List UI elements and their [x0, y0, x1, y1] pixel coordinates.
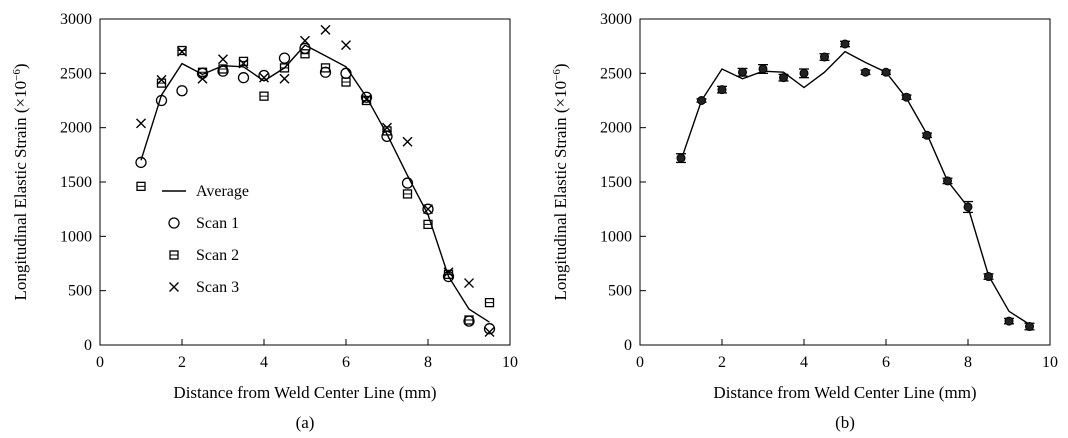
data-point-scan-1: [258, 69, 270, 82]
x-tick-label: 10: [1042, 354, 1058, 371]
y-tick-label: 2500: [600, 65, 632, 82]
x-tick-label: 2: [178, 354, 186, 371]
data-point-mean: [738, 67, 747, 77]
data-point-mean: [676, 153, 686, 163]
data-point-scan-3: [341, 40, 351, 51]
data-point-mean: [799, 68, 809, 78]
data-point-scan-3: [259, 72, 269, 83]
x-axis-label: Distance from Weld Center Line (mm): [173, 383, 436, 402]
y-tick-label: 3000: [600, 11, 632, 28]
y-tick-label: 2000: [60, 120, 92, 137]
data-point-scan-3: [464, 278, 474, 289]
data-point-scan-3: [300, 35, 310, 46]
legend-label: Scan 2: [196, 247, 239, 264]
legend-label: Scan 1: [196, 215, 239, 232]
chart-panel-a: 0 2 4 6 8 10 0 500 1000 1500 2000 2500 3000 Average S…: [11, 11, 518, 432]
x-tick-label: 0: [96, 354, 104, 371]
y-tick-label: 1500: [600, 174, 632, 191]
data-point-scan-3: [402, 136, 413, 147]
x-tick-label: 2: [718, 354, 726, 371]
legend-label: Scan 3: [196, 279, 239, 296]
data-point-mean: [717, 85, 727, 95]
y-axis-label: Longitudinal Elastic Strain (×10−6): [551, 63, 570, 300]
data-point-scan-1: [237, 72, 250, 84]
data-point-scan-3: [136, 118, 146, 129]
data-point-mean: [861, 67, 870, 77]
y-tick-label: 2500: [60, 65, 92, 82]
chart-panel-b: 0 2 4 6 8 10 0 500 1000 1500 2000 2500 3000 Distance…: [551, 11, 1058, 432]
y-axis-label-exponent: −6: [11, 69, 23, 81]
data-point-mean: [984, 272, 993, 282]
legend-swatch-x: [169, 282, 179, 292]
legend-label: Average: [196, 183, 249, 200]
data-point-scan-3: [443, 267, 454, 278]
y-tick-label: 3000: [60, 11, 92, 28]
data-point-scan-1: [278, 52, 291, 64]
data-point-mean: [840, 39, 850, 49]
legend: Average Scan 1 Scan 2 Scan 3: [162, 183, 249, 296]
data-point-mean: [758, 64, 768, 74]
data-point-mean: [697, 96, 706, 105]
x-tick-label: 4: [260, 354, 268, 371]
y-tick-label: 0: [624, 337, 632, 354]
data-point-scan-1: [340, 67, 352, 79]
series-line-average: [140, 44, 490, 323]
y-axis-label: Longitudinal Elastic Strain (×10−6): [11, 63, 30, 300]
y-tick-label: 0: [84, 337, 92, 354]
data-point-mean: [1025, 322, 1034, 332]
data-point-scan-3: [382, 122, 392, 133]
x-tick-label: 6: [882, 354, 890, 371]
data-point-scan-1: [422, 203, 434, 215]
data-point-scan-1: [155, 94, 168, 107]
y-tick-label: 500: [608, 283, 632, 300]
x-tick-label: 6: [342, 354, 350, 371]
y-tick-label: 500: [68, 283, 92, 300]
data-point-mean: [943, 176, 952, 186]
data-point-scan-3: [423, 204, 433, 215]
data-point-mean: [902, 92, 911, 102]
data-point-scan-3: [218, 54, 228, 65]
x-axis-label: Distance from Weld Center Line (mm): [713, 383, 976, 402]
x-tick-label: 8: [964, 354, 972, 371]
legend-swatch-circle: [168, 217, 180, 229]
data-point-mean: [820, 52, 829, 62]
data-point-scan-3: [361, 94, 372, 105]
data-point-mean: [963, 202, 973, 212]
x-tick-label: 8: [424, 354, 432, 371]
data-point-scan-3: [177, 46, 187, 57]
y-axis-label-exponent: −6: [551, 69, 563, 81]
y-tick-label: 1500: [60, 174, 92, 191]
plot-area-frame: [639, 18, 1051, 346]
data-point-scan-1: [176, 85, 188, 97]
x-tick-label: 10: [502, 354, 518, 371]
data-point-mean: [922, 130, 932, 140]
data-point-scan-1: [360, 91, 373, 103]
series-line-average: [680, 50, 1030, 325]
data-point-scan-1: [217, 65, 229, 77]
plot-area-frame: [99, 18, 511, 346]
y-tick-label: 2000: [600, 120, 632, 137]
x-tick-label: 0: [636, 354, 644, 371]
data-point-scan-1: [135, 156, 147, 169]
data-point-scan-3: [484, 326, 495, 337]
y-tick-label: 1000: [60, 228, 92, 245]
data-point-mean: [881, 67, 891, 77]
y-tick-label: 1000: [600, 228, 632, 245]
panel-label: (b): [835, 413, 855, 432]
data-point-scan-3: [156, 74, 167, 85]
data-point-scan-3: [238, 58, 249, 69]
data-point-mean: [1004, 316, 1014, 326]
data-point-scan-1: [401, 177, 414, 189]
data-point-mean: [779, 73, 788, 83]
panel-label: (a): [296, 413, 315, 432]
data-point-scan-1: [319, 66, 332, 78]
data-point-scan-1: [483, 323, 496, 335]
data-point-scan-3: [320, 24, 331, 35]
data-point-scan-3: [279, 73, 290, 84]
x-tick-label: 4: [800, 354, 808, 371]
data-point-scan-3: [197, 73, 208, 84]
